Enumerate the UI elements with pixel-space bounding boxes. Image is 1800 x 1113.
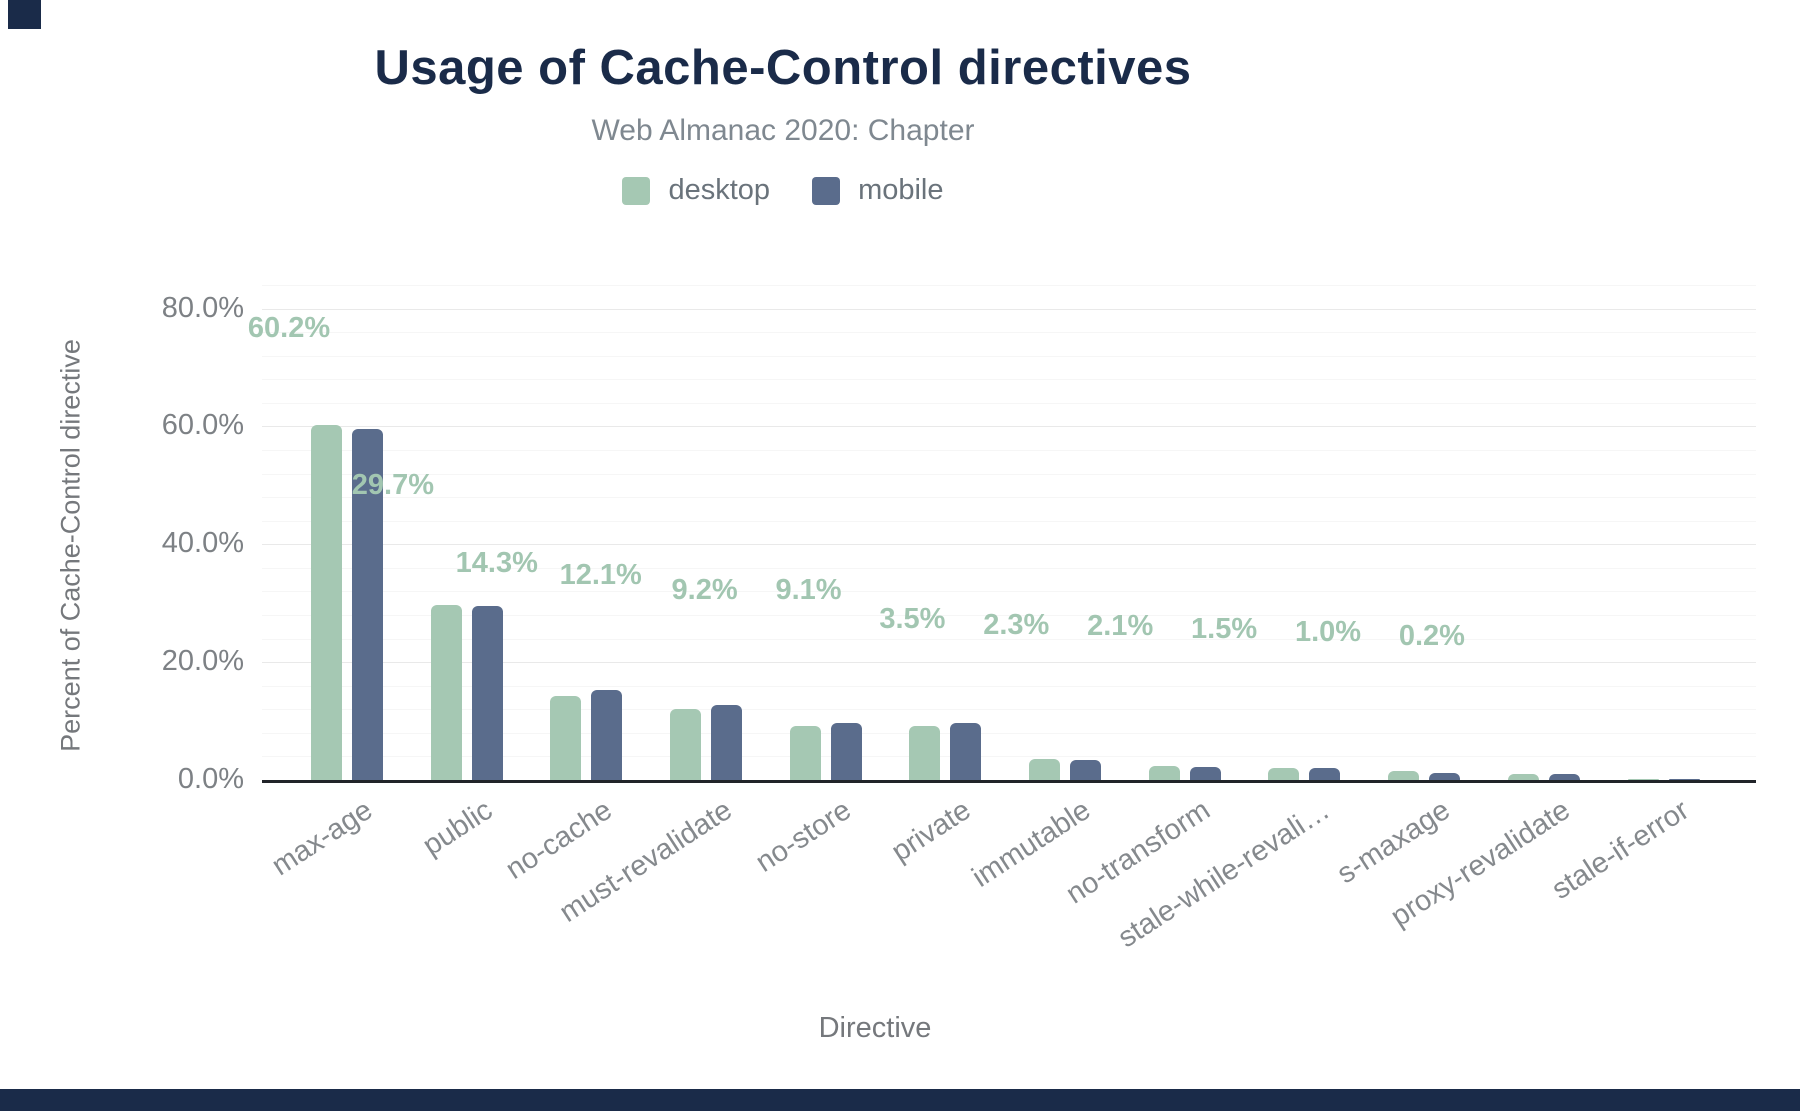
gridline-major-20 — [262, 662, 1756, 664]
data-label-immutable: 3.5% — [879, 602, 946, 635]
data-label-private: 9.1% — [775, 574, 842, 607]
bar-desktop-no-store[interactable] — [789, 725, 821, 780]
gridline-minor-56 — [262, 449, 1756, 451]
y-tick-label-80: 80.0% — [161, 291, 244, 324]
data-label-no-cache: 14.3% — [455, 547, 538, 580]
data-label-stale-while-revalidate: 2.1% — [1087, 610, 1154, 643]
bar-desktop-stale-if-error[interactable] — [1627, 778, 1659, 780]
gridline-minor-48 — [262, 497, 1756, 499]
gridline-major-80 — [262, 308, 1756, 310]
gridline-minor-36 — [262, 567, 1756, 569]
data-label-no-store: 9.2% — [671, 573, 738, 606]
bar-desktop-private[interactable] — [909, 726, 941, 780]
gridline-major-40 — [262, 544, 1756, 546]
data-label-s-maxage: 1.5% — [1191, 613, 1258, 646]
x-tick-label-max-age: max-age — [266, 794, 379, 883]
data-label-proxy-revalidate: 1.0% — [1294, 615, 1362, 648]
y-tick-label-20: 20.0% — [161, 645, 244, 678]
data-label-stale-if-error: 0.2% — [1398, 619, 1465, 652]
gridline-minor-12 — [262, 709, 1756, 711]
gridline-minor-64 — [262, 402, 1756, 404]
gridline-minor-84 — [262, 284, 1756, 286]
y-tick-label-40: 40.0% — [161, 527, 244, 560]
bar-mobile-no-cache[interactable] — [591, 689, 623, 780]
legend-item-desktop[interactable]: desktop — [622, 174, 770, 207]
bar-desktop-no-transform[interactable] — [1148, 766, 1180, 780]
x-tick-label-no-store: no-store — [750, 794, 858, 879]
gridline-major-60 — [262, 426, 1756, 428]
x-tick-label-public: public — [417, 794, 498, 863]
bar-desktop-proxy-revalidate[interactable] — [1507, 774, 1539, 780]
data-label-public: 29.7% — [351, 468, 434, 501]
bar-desktop-s-maxage[interactable] — [1388, 771, 1420, 780]
x-tick-label-private: private — [886, 794, 977, 869]
legend-swatch-desktop — [622, 176, 651, 205]
bar-mobile-must-revalidate[interactable] — [710, 705, 742, 780]
bar-desktop-stale-while-revalidate[interactable] — [1268, 767, 1300, 780]
chart-title: Usage of Cache-Control directives — [374, 41, 1192, 95]
bar-desktop-no-cache[interactable] — [550, 695, 582, 780]
gridline-minor-32 — [262, 591, 1756, 593]
gridline-minor-24 — [262, 638, 1756, 640]
plot-area: 60.2% 29.7% 14.3% 12.1% 9.2% 9.1% 3.5% 2.3% 2.1%… — [248, 260, 1756, 780]
gridline-minor-72 — [262, 355, 1756, 357]
bar-desktop-must-revalidate[interactable] — [669, 708, 701, 780]
bar-mobile-immutable[interactable] — [1070, 759, 1102, 780]
legend-label: mobile — [858, 174, 944, 206]
legend-label: desktop — [668, 174, 771, 206]
chart-subtitle: Web Almanac 2020: Chapter — [591, 114, 975, 147]
x-tick-label-stale-while-revalidate: stale-while-revali… — [1113, 794, 1336, 955]
gridline-minor-28 — [262, 614, 1756, 616]
legend-swatch-mobile — [812, 176, 841, 205]
gridline-minor-4 — [262, 756, 1756, 758]
gridline-minor-76 — [262, 332, 1756, 334]
gridline-minor-68 — [262, 379, 1756, 381]
gridline-minor-52 — [262, 473, 1756, 475]
bar-mobile-public[interactable] — [471, 605, 503, 780]
data-label-max-age: 60.2% — [247, 312, 331, 345]
bar-mobile-no-transform[interactable] — [1189, 767, 1221, 780]
bar-mobile-proxy-revalidate[interactable] — [1548, 773, 1580, 780]
bar-desktop-max-age[interactable] — [310, 425, 342, 780]
bar-mobile-no-store[interactable] — [830, 723, 862, 780]
bar-mobile-stale-if-error[interactable] — [1668, 778, 1700, 780]
y-tick-label-60: 60.0% — [161, 409, 244, 442]
gridline-minor-16 — [262, 685, 1756, 687]
bar-mobile-s-maxage[interactable] — [1429, 772, 1461, 780]
bar-mobile-private[interactable] — [950, 722, 982, 780]
x-axis-title: Directive — [818, 1012, 932, 1044]
data-label-no-transform: 2.3% — [983, 609, 1050, 641]
x-axis-line — [262, 780, 1756, 783]
data-label-must-revalidate: 12.1% — [559, 558, 642, 591]
bar-mobile-max-age[interactable] — [351, 428, 383, 780]
chart-header: Usage of Cache-Control directives Web Al… — [0, 0, 1566, 207]
legend: desktop mobile — [0, 174, 1566, 207]
bar-desktop-immutable[interactable] — [1029, 759, 1061, 780]
y-tick-label-0: 0.0% — [177, 763, 244, 795]
y-axis-title: Percent of Cache-Control directive — [55, 339, 86, 752]
gridline-minor-44 — [262, 520, 1756, 522]
corner-accent — [8, 0, 41, 29]
bar-desktop-public[interactable] — [430, 604, 462, 780]
bar-mobile-stale-while-revalidate[interactable] — [1309, 768, 1341, 780]
gridline-minor-8 — [262, 732, 1756, 734]
legend-item-mobile[interactable]: mobile — [812, 174, 944, 207]
footer-bar — [0, 1089, 1800, 1111]
